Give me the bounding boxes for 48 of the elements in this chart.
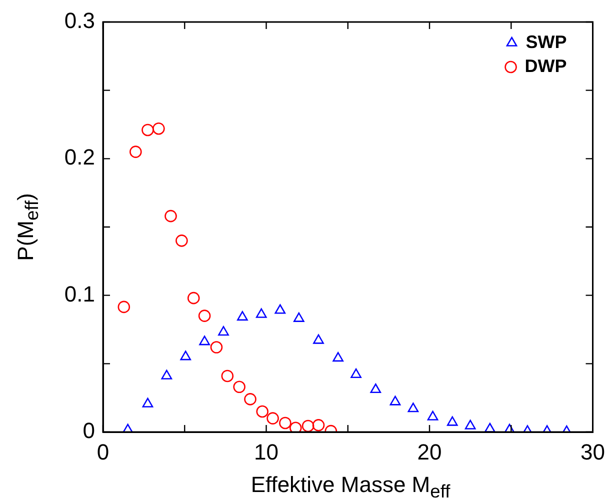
- point: [446, 416, 458, 426]
- point: [312, 419, 325, 432]
- point: [256, 308, 267, 318]
- point: [122, 424, 134, 432]
- point: [302, 420, 314, 432]
- point: [293, 312, 304, 322]
- point: [427, 410, 438, 420]
- point: [233, 380, 246, 394]
- point: [152, 122, 165, 135]
- x-tick-label: 30: [580, 439, 606, 464]
- legend-label: SWP: [526, 32, 567, 52]
- point: [218, 326, 229, 336]
- point: [279, 416, 292, 430]
- point: [237, 311, 248, 321]
- point: [289, 422, 302, 432]
- point: [161, 370, 172, 380]
- point: [142, 398, 154, 408]
- legend-label: DWP: [524, 56, 567, 76]
- point: [142, 124, 154, 136]
- x-tick-label: 10: [254, 439, 278, 464]
- point: [408, 402, 419, 412]
- y-tick-label: 0.2: [64, 144, 95, 170]
- y-tick-label: 0.1: [64, 281, 95, 306]
- point: [484, 422, 496, 432]
- point: [210, 341, 223, 354]
- x-axis-title: Effektive Masse M$_{eff}$: [250, 472, 452, 502]
- point: [221, 370, 234, 382]
- point: [198, 310, 211, 322]
- point: [176, 234, 188, 247]
- y-tick-label: 0: [82, 418, 95, 444]
- point: [332, 352, 344, 362]
- point: [274, 304, 286, 314]
- point: [313, 334, 324, 344]
- point: [244, 393, 256, 406]
- point: [266, 412, 279, 424]
- point: [130, 146, 142, 158]
- x-tick-label: 20: [417, 439, 442, 464]
- point: [180, 350, 192, 360]
- point: [256, 405, 268, 418]
- point: [370, 383, 382, 394]
- point: [199, 336, 210, 346]
- point: [390, 396, 401, 406]
- point: [187, 292, 200, 304]
- point: [464, 420, 476, 430]
- y-tick-label: 0.3: [64, 8, 95, 34]
- point: [350, 368, 362, 378]
- point: [118, 300, 130, 314]
- point: [164, 210, 177, 222]
